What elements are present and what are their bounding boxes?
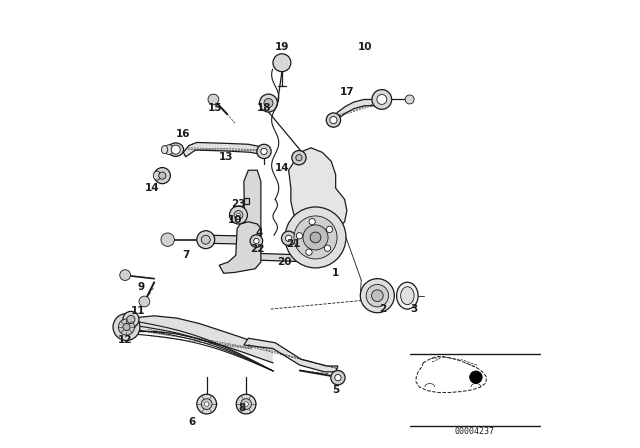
Circle shape bbox=[120, 270, 131, 280]
Circle shape bbox=[123, 311, 139, 327]
Ellipse shape bbox=[397, 282, 418, 309]
Text: 14: 14 bbox=[145, 183, 159, 193]
Circle shape bbox=[372, 90, 392, 109]
Circle shape bbox=[154, 168, 170, 184]
Text: 17: 17 bbox=[340, 87, 354, 97]
Circle shape bbox=[335, 375, 341, 381]
Circle shape bbox=[159, 172, 166, 179]
Circle shape bbox=[371, 290, 383, 302]
Circle shape bbox=[285, 207, 346, 268]
Circle shape bbox=[324, 245, 331, 251]
Polygon shape bbox=[244, 198, 249, 204]
Circle shape bbox=[197, 231, 215, 249]
Text: 8: 8 bbox=[238, 403, 245, 413]
Circle shape bbox=[296, 233, 303, 239]
Circle shape bbox=[201, 399, 212, 409]
Circle shape bbox=[296, 155, 302, 161]
Circle shape bbox=[201, 235, 210, 244]
Text: 18: 18 bbox=[257, 103, 271, 112]
Text: 23: 23 bbox=[231, 199, 246, 209]
Ellipse shape bbox=[165, 145, 173, 155]
Circle shape bbox=[326, 113, 340, 127]
Ellipse shape bbox=[154, 171, 161, 180]
Polygon shape bbox=[244, 338, 338, 372]
Circle shape bbox=[253, 238, 259, 244]
Ellipse shape bbox=[161, 146, 168, 154]
Polygon shape bbox=[248, 253, 317, 262]
Circle shape bbox=[172, 145, 180, 154]
Circle shape bbox=[366, 284, 388, 307]
Circle shape bbox=[197, 394, 216, 414]
Text: 1: 1 bbox=[332, 268, 339, 278]
Circle shape bbox=[273, 54, 291, 72]
Text: 16: 16 bbox=[176, 129, 191, 139]
Circle shape bbox=[285, 235, 292, 241]
Circle shape bbox=[261, 148, 267, 155]
Circle shape bbox=[331, 370, 345, 385]
Circle shape bbox=[326, 226, 333, 233]
Text: 4: 4 bbox=[256, 228, 263, 238]
Circle shape bbox=[303, 225, 328, 250]
Polygon shape bbox=[244, 170, 261, 235]
Polygon shape bbox=[333, 99, 383, 123]
Text: 20: 20 bbox=[277, 257, 291, 267]
Circle shape bbox=[264, 99, 273, 108]
Text: 14: 14 bbox=[275, 163, 289, 173]
Circle shape bbox=[310, 232, 321, 243]
Circle shape bbox=[139, 296, 150, 307]
Text: 00004237: 00004237 bbox=[454, 427, 495, 436]
Circle shape bbox=[292, 151, 306, 165]
Circle shape bbox=[377, 95, 387, 104]
Text: 5: 5 bbox=[332, 385, 339, 395]
Circle shape bbox=[230, 206, 248, 224]
Circle shape bbox=[360, 279, 394, 313]
Text: 12: 12 bbox=[118, 336, 132, 345]
Circle shape bbox=[113, 314, 140, 340]
Polygon shape bbox=[289, 148, 347, 233]
Ellipse shape bbox=[401, 287, 414, 305]
Polygon shape bbox=[220, 222, 261, 273]
Circle shape bbox=[161, 233, 174, 246]
Circle shape bbox=[236, 394, 256, 414]
Text: 7: 7 bbox=[182, 250, 189, 260]
Circle shape bbox=[237, 213, 240, 217]
Text: 19: 19 bbox=[275, 42, 289, 52]
Polygon shape bbox=[131, 316, 273, 363]
Circle shape bbox=[282, 231, 296, 246]
Polygon shape bbox=[184, 142, 266, 157]
Circle shape bbox=[405, 95, 414, 104]
Text: 2: 2 bbox=[379, 304, 387, 314]
Text: 9: 9 bbox=[137, 282, 145, 292]
Circle shape bbox=[309, 219, 316, 225]
Text: 21: 21 bbox=[286, 239, 300, 249]
Circle shape bbox=[208, 94, 219, 105]
Text: 10: 10 bbox=[358, 42, 372, 52]
Text: 13: 13 bbox=[219, 152, 233, 162]
Ellipse shape bbox=[168, 143, 184, 156]
Polygon shape bbox=[206, 235, 251, 244]
Text: 11: 11 bbox=[131, 306, 146, 316]
Circle shape bbox=[306, 249, 312, 255]
Circle shape bbox=[470, 371, 482, 383]
Text: 15: 15 bbox=[207, 103, 222, 112]
Text: 6: 6 bbox=[189, 417, 196, 427]
Text: 3: 3 bbox=[410, 304, 418, 314]
Circle shape bbox=[123, 323, 130, 331]
Text: 22: 22 bbox=[250, 244, 264, 254]
Circle shape bbox=[127, 315, 135, 323]
Circle shape bbox=[257, 144, 271, 159]
Circle shape bbox=[118, 319, 134, 335]
Circle shape bbox=[250, 235, 262, 247]
Circle shape bbox=[260, 94, 278, 112]
Text: 10: 10 bbox=[228, 215, 242, 224]
Circle shape bbox=[294, 216, 337, 259]
Circle shape bbox=[241, 399, 252, 409]
Circle shape bbox=[244, 402, 248, 406]
Circle shape bbox=[204, 402, 209, 406]
Circle shape bbox=[234, 211, 243, 220]
Circle shape bbox=[330, 116, 337, 124]
